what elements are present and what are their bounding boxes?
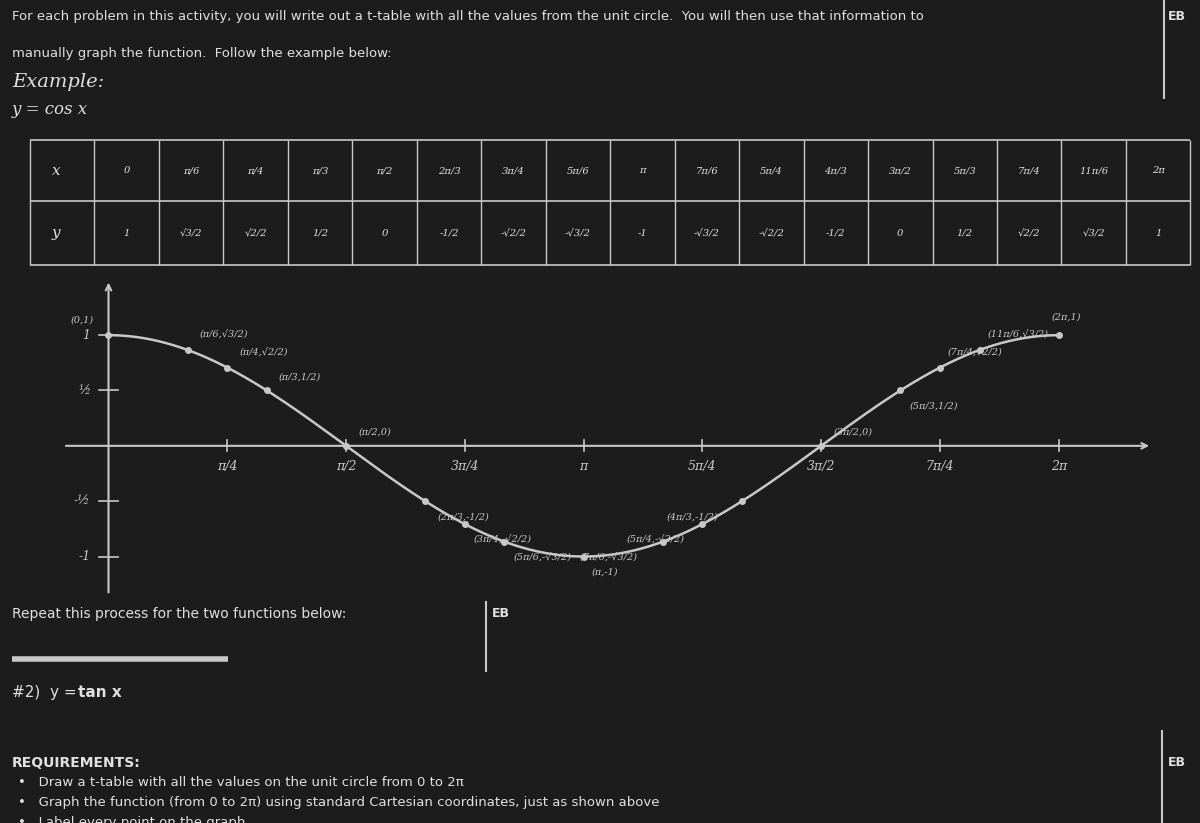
- Text: (7π/4,√2/2): (7π/4,√2/2): [948, 347, 1002, 356]
- Text: 1: 1: [1154, 229, 1162, 238]
- Text: (5π/3,1/2): (5π/3,1/2): [910, 402, 958, 411]
- Text: (3π/2,0): (3π/2,0): [833, 428, 872, 437]
- Text: (3π/4,-√2/2): (3π/4,-√2/2): [474, 535, 532, 544]
- Text: 7π/4: 7π/4: [1018, 166, 1040, 175]
- Text: (11π/6,√3/2): (11π/6,√3/2): [988, 329, 1048, 339]
- Text: #2)  y =: #2) y =: [12, 686, 82, 700]
- Text: π: π: [580, 460, 588, 473]
- Text: √2/2: √2/2: [245, 229, 266, 238]
- Text: -√3/2: -√3/2: [694, 229, 720, 238]
- Text: REQUIREMENTS:: REQUIREMENTS:: [12, 756, 140, 770]
- Text: 5π/4: 5π/4: [760, 166, 782, 175]
- Text: √3/2: √3/2: [1082, 229, 1105, 238]
- Text: ½: ½: [78, 384, 90, 397]
- Text: 3π/2: 3π/2: [806, 460, 835, 473]
- Text: π/3: π/3: [312, 166, 329, 175]
- Text: 3π/2: 3π/2: [889, 166, 912, 175]
- Text: π/2: π/2: [377, 166, 392, 175]
- Text: 0: 0: [898, 229, 904, 238]
- Text: 2π: 2π: [1152, 166, 1165, 175]
- Text: (2π/3,-1/2): (2π/3,-1/2): [437, 512, 490, 521]
- Text: y = cos x: y = cos x: [12, 100, 88, 118]
- Text: Example:: Example:: [12, 73, 104, 91]
- Text: (5π/6,-√3/2): (5π/6,-√3/2): [514, 552, 571, 561]
- Text: -½: -½: [74, 495, 90, 508]
- Text: 2π: 2π: [1050, 460, 1067, 473]
- Text: (π/2,0): (π/2,0): [358, 428, 391, 437]
- Text: •   Label every point on the graph: • Label every point on the graph: [18, 816, 245, 823]
- Text: For each problem in this activity, you will write out a t-table with all the val: For each problem in this activity, you w…: [12, 10, 924, 23]
- Text: (5π/4,-√2/2): (5π/4,-√2/2): [626, 535, 685, 544]
- Text: (2π,1): (2π,1): [1051, 313, 1081, 322]
- Text: -1: -1: [78, 550, 90, 563]
- Text: -√3/2: -√3/2: [565, 229, 590, 238]
- Text: 1: 1: [124, 229, 130, 238]
- Text: (π,-1): (π,-1): [592, 567, 618, 576]
- Text: Repeat this process for the two functions below:: Repeat this process for the two function…: [12, 607, 347, 621]
- Text: 0: 0: [124, 166, 130, 175]
- Text: π/4: π/4: [217, 460, 238, 473]
- Text: 1: 1: [83, 328, 90, 342]
- Text: 11π/6: 11π/6: [1079, 166, 1109, 175]
- Text: manually graph the function.  Follow the example below:: manually graph the function. Follow the …: [12, 48, 391, 60]
- Text: EB: EB: [1168, 756, 1186, 770]
- Text: •   Draw a t-table with all the values on the unit circle from 0 to 2π: • Draw a t-table with all the values on …: [18, 776, 463, 789]
- Text: •   Graph the function (from 0 to 2π) using standard Cartesian coordinates, just: • Graph the function (from 0 to 2π) usin…: [18, 797, 660, 809]
- Text: √2/2: √2/2: [1018, 229, 1040, 238]
- Text: 1/2: 1/2: [956, 229, 973, 238]
- Text: 7π/4: 7π/4: [925, 460, 954, 473]
- Text: 7π/6: 7π/6: [696, 166, 719, 175]
- Text: 3π/4: 3π/4: [450, 460, 479, 473]
- Text: -1/2: -1/2: [439, 229, 458, 238]
- Text: 0: 0: [382, 229, 388, 238]
- Text: EB: EB: [1168, 10, 1186, 23]
- Text: -1: -1: [637, 229, 647, 238]
- Text: π/2: π/2: [336, 460, 356, 473]
- Text: 5π/6: 5π/6: [566, 166, 589, 175]
- Text: 5π/4: 5π/4: [688, 460, 716, 473]
- Text: (π/4,√2/2): (π/4,√2/2): [239, 347, 288, 356]
- Text: π: π: [640, 166, 646, 175]
- Text: -√2/2: -√2/2: [500, 229, 527, 238]
- Text: 2π/3: 2π/3: [438, 166, 461, 175]
- Text: -1/2: -1/2: [826, 229, 846, 238]
- Text: 1/2: 1/2: [312, 229, 328, 238]
- Text: √3/2: √3/2: [180, 229, 203, 238]
- Text: 3π/4: 3π/4: [502, 166, 524, 175]
- Text: (π/3,1/2): (π/3,1/2): [278, 373, 322, 382]
- Text: 5π/3: 5π/3: [953, 166, 976, 175]
- Text: (π/6,√3/2): (π/6,√3/2): [199, 329, 248, 339]
- Text: (4π/3,-1/2): (4π/3,-1/2): [666, 512, 718, 521]
- Text: (0,1): (0,1): [71, 315, 94, 324]
- Text: EB: EB: [492, 607, 510, 621]
- Text: y: y: [52, 226, 60, 240]
- Text: -√2/2: -√2/2: [758, 229, 785, 238]
- Text: tan x: tan x: [78, 686, 121, 700]
- Text: π/6: π/6: [182, 166, 199, 175]
- Text: (7π/6,-√3/2): (7π/6,-√3/2): [580, 552, 637, 561]
- Text: 4π/3: 4π/3: [824, 166, 847, 175]
- Text: π/4: π/4: [247, 166, 264, 175]
- Text: x: x: [52, 164, 60, 178]
